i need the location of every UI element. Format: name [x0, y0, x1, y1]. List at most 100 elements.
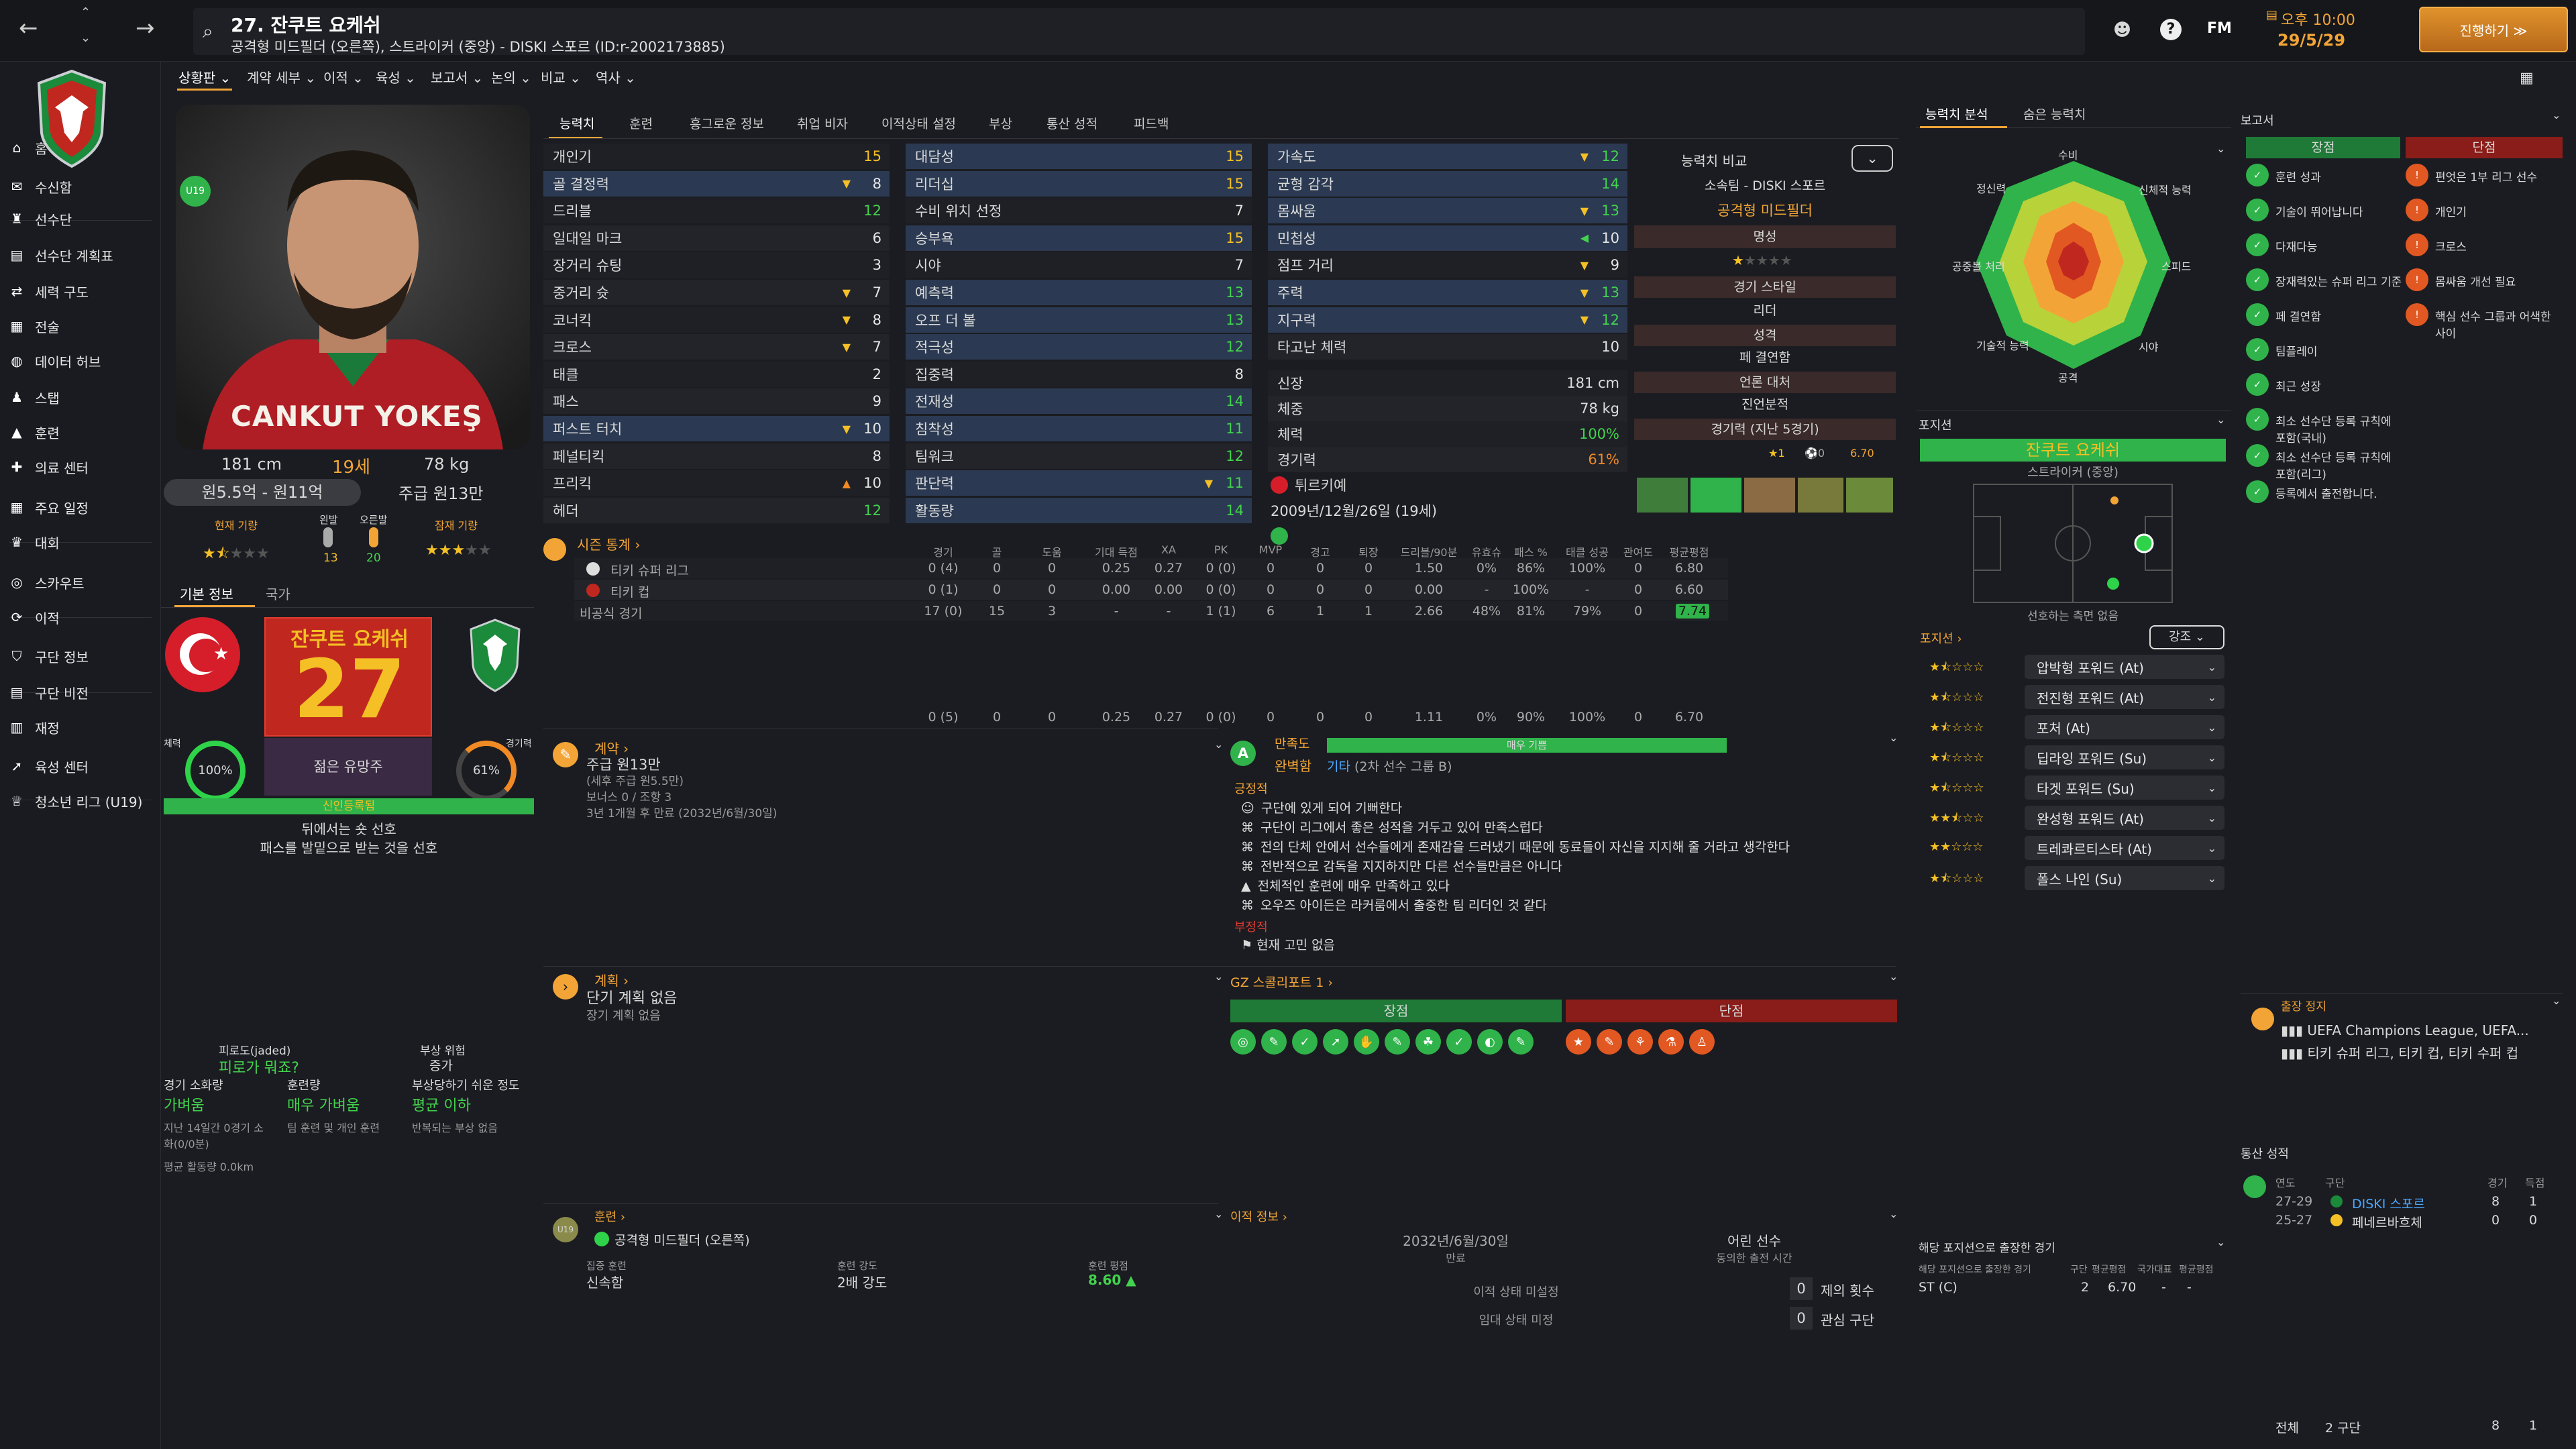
- role-dropdown[interactable]: 포처 (At) ⌄: [2025, 715, 2224, 739]
- gz-title[interactable]: GZ 스콜리포트 1 ›: [1230, 975, 1333, 990]
- strength-icon[interactable]: ✎: [1261, 1029, 1287, 1055]
- report-weakness-item[interactable]: ! 크로스: [2406, 233, 2563, 256]
- attr-tab-6[interactable]: 통산 성적: [1046, 117, 1097, 131]
- sidebar-item-2[interactable]: ♜ 선수단: [8, 204, 159, 233]
- sidebar-item-15[interactable]: ▤ 구단 비전: [8, 678, 159, 707]
- subtab-5[interactable]: 논의 ⌄: [491, 70, 531, 86]
- stats-title[interactable]: 시즌 통계 ›: [577, 537, 641, 553]
- stats-row-name[interactable]: 비공식 경기: [580, 606, 643, 621]
- attribute-row[interactable]: 주력 ▼ 13: [1268, 280, 1627, 305]
- sidebar-item-17[interactable]: ➚ 육성 센터: [8, 751, 159, 781]
- report-strength-item[interactable]: ✓ 장재력있는 슈퍼 리그 기준: [2246, 268, 2403, 291]
- role-dropdown[interactable]: 트레콰르티스타 (At) ⌄: [2025, 836, 2224, 860]
- report-strength-item[interactable]: ✓ 페 결연함: [2246, 303, 2403, 326]
- attribute-row[interactable]: 팀워크 12: [906, 443, 1252, 469]
- attribute-row[interactable]: 일대일 마크 6: [543, 225, 890, 251]
- sidebar-item-10[interactable]: ▦ 주요 일정: [8, 492, 159, 522]
- career-club[interactable]: DISKI 스포르: [2352, 1197, 2425, 1212]
- strength-icon[interactable]: ◐: [1477, 1029, 1503, 1055]
- attribute-row[interactable]: 드리블 12: [543, 198, 890, 224]
- attribute-row[interactable]: 프리킥 ▲ 10: [543, 470, 890, 496]
- attribute-row[interactable]: 태클 2: [543, 361, 890, 387]
- sidebar-item-12[interactable]: ◎ 스카우트: [8, 568, 159, 597]
- strength-icon[interactable]: ◎: [1230, 1029, 1256, 1055]
- sidebar-item-18[interactable]: ♕ 청소년 리그 (U19): [8, 786, 159, 816]
- strength-icon[interactable]: ✓: [1446, 1029, 1472, 1055]
- collapse-icon[interactable]: ⌄: [1214, 738, 1224, 751]
- attribute-row[interactable]: 대담성 15: [906, 144, 1252, 169]
- stats-row-name[interactable]: 티키 슈퍼 리그: [610, 564, 689, 578]
- strength-icon[interactable]: ☘: [1415, 1029, 1441, 1055]
- sidebar-item-3[interactable]: ▤ 선수단 계획표: [8, 240, 159, 270]
- tab-hidden-attributes[interactable]: 숨은 능력치: [2023, 107, 2086, 122]
- role-dropdown[interactable]: 타겟 포워드 (Su) ⌄: [2025, 775, 2224, 800]
- collapse-icon[interactable]: ⌄: [2216, 413, 2226, 426]
- weakness-icon[interactable]: ★: [1566, 1029, 1591, 1055]
- nav-down-icon[interactable]: ⌄: [80, 31, 91, 45]
- sidebar-item-14[interactable]: ⛉ 구단 정보: [8, 641, 159, 671]
- expand-icon[interactable]: [1271, 527, 1288, 545]
- subtab-3[interactable]: 육성 ⌄: [376, 70, 416, 86]
- attr-tab-0[interactable]: 능력치: [559, 117, 595, 131]
- sidebar-item-16[interactable]: ▥ 재정: [8, 712, 159, 742]
- attribute-row[interactable]: 헤더 12: [543, 497, 890, 523]
- attr-tab-1[interactable]: 훈련: [629, 117, 653, 131]
- attribute-row[interactable]: 패스 9: [543, 388, 890, 415]
- attr-tab-4[interactable]: 이적상태 설정: [881, 117, 956, 131]
- compare-dropdown[interactable]: ⌄: [1851, 145, 1893, 172]
- subtab-7[interactable]: 역사 ⌄: [596, 70, 636, 86]
- attribute-row[interactable]: 오프 더 볼 13: [906, 307, 1252, 333]
- attribute-row[interactable]: 크로스 ▼ 7: [543, 334, 890, 360]
- collapse-icon[interactable]: ⌄: [2552, 994, 2561, 1007]
- attribute-row[interactable]: 골 결정력 ▼ 8: [543, 170, 890, 197]
- sidebar-item-1[interactable]: ✉ 수신함: [8, 172, 159, 201]
- attribute-row[interactable]: 지구력 ▼ 12: [1268, 307, 1627, 333]
- sidebar-item-9[interactable]: ✚ 의료 센터: [8, 452, 159, 482]
- attribute-row[interactable]: 승부욕 15: [906, 225, 1252, 251]
- report-strength-item[interactable]: ✓ 등록에서 출전합니다.: [2246, 480, 2403, 503]
- attribute-row[interactable]: 민첩성 ◀ 10: [1268, 225, 1627, 251]
- fm-icon[interactable]: FM: [2207, 20, 2232, 37]
- subtab-6[interactable]: 비교 ⌄: [541, 70, 581, 86]
- report-strength-item[interactable]: ✓ 최소 선수단 등록 규칙에 포함(국내): [2246, 408, 2403, 445]
- attribute-row[interactable]: 장거리 슈팅 3: [543, 252, 890, 278]
- attribute-row[interactable]: 판단력 ▼ 11: [906, 470, 1252, 496]
- sidebar-item-8[interactable]: ▲ 훈련: [8, 417, 159, 447]
- career-club[interactable]: 페네르바흐체: [2352, 1216, 2422, 1230]
- collapse-icon[interactable]: ⌄: [1889, 1208, 1898, 1220]
- attribute-row[interactable]: 개인기 15: [543, 144, 890, 169]
- report-strength-item[interactable]: ✓ 최소 선수단 등록 규칙에 포함(리그): [2246, 444, 2403, 482]
- attribute-row[interactable]: 몸싸움 ▼ 13: [1268, 198, 1627, 224]
- role-dropdown[interactable]: 딥라잉 포워드 (Su) ⌄: [2025, 745, 2224, 769]
- tab-attribute-analysis[interactable]: 능력치 분석: [1925, 107, 1988, 122]
- role-dropdown[interactable]: 폴스 나인 (Su) ⌄: [2025, 866, 2224, 890]
- attribute-row[interactable]: 적극성 12: [906, 334, 1252, 360]
- report-strength-item[interactable]: ✓ 팀플레이: [2246, 338, 2403, 361]
- collapse-icon[interactable]: ⌄: [2216, 1236, 2226, 1248]
- collapse-icon[interactable]: ⌄: [1889, 970, 1898, 983]
- collapse-icon[interactable]: ⌄: [2216, 142, 2226, 155]
- attribute-row[interactable]: 가속도 ▼ 12: [1268, 144, 1627, 169]
- attribute-row[interactable]: 활동량 14: [906, 497, 1252, 523]
- report-weakness-item[interactable]: ! 편엇은 1부 리그 선수: [2406, 164, 2563, 186]
- plans-title[interactable]: 계획 ›: [594, 973, 629, 989]
- help-icon[interactable]: ?: [2160, 19, 2182, 40]
- back-arrow-icon[interactable]: ←: [19, 15, 38, 42]
- report-weakness-item[interactable]: ! 개인기: [2406, 199, 2563, 221]
- report-strength-item[interactable]: ✓ 훈련 성과: [2246, 164, 2403, 186]
- weakness-icon[interactable]: ⚘: [1627, 1029, 1653, 1055]
- roles-title[interactable]: 포지션 ›: [1920, 632, 1962, 646]
- attribute-row[interactable]: 전재성 14: [906, 388, 1252, 415]
- attribute-row[interactable]: 리더십 15: [906, 170, 1252, 197]
- role-dropdown[interactable]: 전진형 포워드 (At) ⌄: [2025, 685, 2224, 709]
- continue-button[interactable]: 진행하기 ≫: [2419, 7, 2568, 52]
- attribute-row[interactable]: 수비 위치 선정 7: [906, 198, 1252, 224]
- collapse-icon[interactable]: ⌄: [2552, 109, 2561, 121]
- satisfaction-title[interactable]: 만족도: [1275, 737, 1310, 751]
- sidebar-item-4[interactable]: ⇄ 세력 구도: [8, 276, 159, 306]
- tab-nation[interactable]: 국가: [266, 586, 290, 602]
- role-dropdown[interactable]: 압박형 포워드 (At) ⌄: [2025, 655, 2224, 679]
- attr-tab-2[interactable]: 흥그로운 정보: [690, 117, 764, 131]
- weakness-icon[interactable]: ⚗: [1658, 1029, 1684, 1055]
- forward-arrow-icon[interactable]: →: [136, 15, 155, 42]
